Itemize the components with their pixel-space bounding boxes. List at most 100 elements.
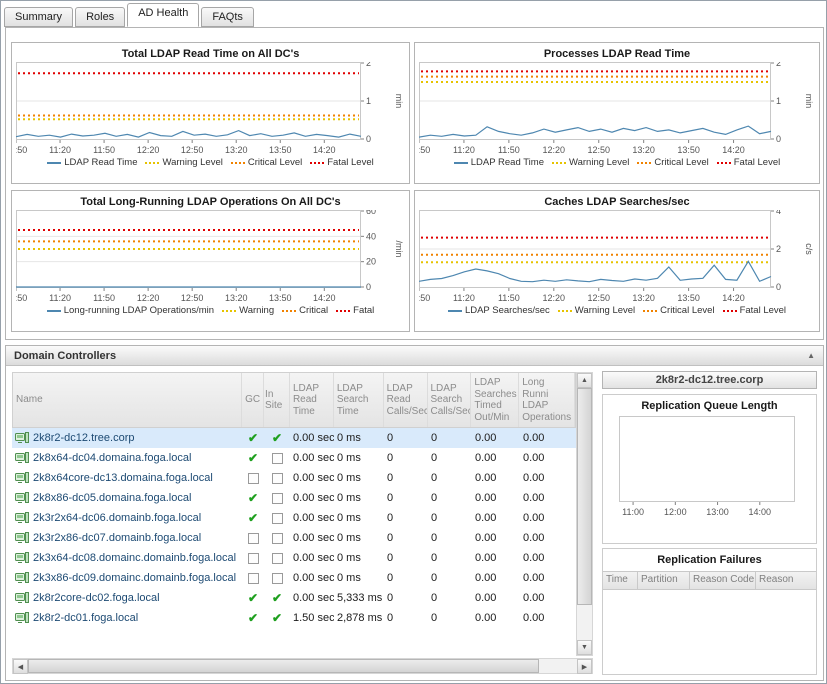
collapse-icon[interactable]: ▲ xyxy=(807,351,815,360)
vertical-scrollbar[interactable]: ▲ ▼ xyxy=(576,372,593,656)
dc-name-cell: 2k3r2x64-dc06.domainb.foga.local xyxy=(12,512,242,524)
table-row[interactable]: 2k3x64-dc08.domainc.domainb.foga.local 0.… xyxy=(12,548,576,568)
scroll-up-button[interactable]: ▲ xyxy=(577,373,592,388)
checked-icon: ✔ xyxy=(247,512,259,524)
series-line-swatch xyxy=(47,161,62,164)
threshold-line-swatch xyxy=(551,161,566,164)
dc-name-cell: 2k8x86-dc05.domaina.foga.local xyxy=(12,492,242,504)
svg-text:11:20: 11:20 xyxy=(49,145,71,155)
horizontal-scrollbar[interactable]: ◀ ▶ xyxy=(12,658,593,674)
column-header[interactable]: LDAP Read Calls/Sec xyxy=(384,373,428,427)
chart-processes-ldap-read-time: Processes LDAP Read Time 0 1 2 min 10:50 11:20… xyxy=(414,42,820,184)
chart-plot: 0 1 2 min 10:50 11:20 11:50 12:20 12:50 13:20 13:5… xyxy=(12,62,409,156)
legend-label: Critical Level xyxy=(654,157,709,168)
server-icon xyxy=(15,492,29,504)
dc-name-cell: 2k8x64core-dc13.domaina.foga.local xyxy=(12,472,242,484)
table-row[interactable]: 2k8x64core-dc13.domaina.foga.local 0.00 s… xyxy=(12,468,576,488)
dc-name: 2k3r2x64-dc06.domainb.foga.local xyxy=(33,512,202,524)
tab-roles[interactable]: Roles xyxy=(75,7,126,27)
value-cell: 0 xyxy=(387,472,394,484)
checked-icon: ✔ xyxy=(247,492,259,504)
dc-name: 2k8r2-dc12.tree.corp xyxy=(33,432,135,444)
scroll-left-button[interactable]: ◀ xyxy=(13,659,28,674)
gc-cell xyxy=(242,572,264,584)
value-cell: 0.00 sec xyxy=(293,552,334,564)
table-row[interactable]: 2k8x64-dc04.domaina.foga.local ✔ 0.00 sec 0… xyxy=(12,448,576,468)
table-row[interactable]: 2k3r2x86-dc07.domainb.foga.local 0.00 sec… xyxy=(12,528,576,548)
svg-text:13:50: 13:50 xyxy=(269,145,292,155)
value-cell: 0.00 xyxy=(475,452,497,464)
vertical-scroll-track[interactable] xyxy=(577,388,592,640)
tab-summary[interactable]: Summary xyxy=(4,7,74,27)
value-cell: 0 xyxy=(431,532,438,544)
chart-plot: 0 20 40 60/min 10:50 11:20 11:50 12:20 12:50 13:2… xyxy=(12,210,409,304)
tab-ad-health[interactable]: AD Health xyxy=(127,3,200,27)
threshold-line-swatch xyxy=(282,309,297,312)
scroll-down-button[interactable]: ▼ xyxy=(577,640,592,655)
server-icon xyxy=(15,572,29,584)
svg-text:14:20: 14:20 xyxy=(722,145,745,155)
chart-plot: 0 2 4 c/s 10:50 11:20 11:50 12:20 12:50 13:20 13:5… xyxy=(415,210,819,304)
svg-text:13:00: 13:00 xyxy=(706,507,729,517)
svg-text:14:00: 14:00 xyxy=(748,507,771,517)
column-header[interactable]: Long Runni LDAP Operations xyxy=(519,373,576,427)
column-header[interactable]: LDAP Search Calls/Sec xyxy=(428,373,472,427)
table-row[interactable]: 2k3r2x64-dc06.domainb.foga.local ✔ 0.00 se… xyxy=(12,508,576,528)
chart-title: Caches LDAP Searches/sec xyxy=(544,196,690,208)
table-row[interactable]: 2k8x86-dc05.domaina.foga.local ✔ 0.00 sec 0… xyxy=(12,488,576,508)
column-header[interactable]: GC xyxy=(242,373,265,427)
scroll-right-button[interactable]: ▶ xyxy=(577,659,592,674)
column-header[interactable]: Reason xyxy=(756,572,816,589)
column-header[interactable]: LDAP Read Time xyxy=(290,373,334,427)
value-cell: 0 ms xyxy=(337,472,361,484)
series-line-swatch xyxy=(453,161,468,164)
column-header[interactable]: Reason Code xyxy=(690,572,756,589)
svg-text:13:20: 13:20 xyxy=(632,145,655,155)
replication-failures-section: Replication Failures Time Partition Reason… xyxy=(602,548,817,675)
column-header[interactable]: Name xyxy=(13,373,243,427)
dc-name: 2k8x64-dc04.domaina.foga.local xyxy=(33,452,192,464)
table-row[interactable]: 2k8r2-dc01.foga.local ✔ ✔ 1.50 sec 2,878 ms 0… xyxy=(12,608,576,628)
checked-icon: ✔ xyxy=(271,432,283,444)
chart-legend: LDAP Read Time Warning Level Critical Leve… xyxy=(415,157,819,168)
svg-text:13:20: 13:20 xyxy=(632,293,655,303)
horizontal-scroll-thumb[interactable] xyxy=(28,659,539,673)
domain-controllers-panel: Domain Controllers ▲ Name GC In Site LDAP R… xyxy=(5,345,824,681)
legend-item: Fatal Level xyxy=(716,157,780,168)
column-header[interactable]: LDAP Search Time xyxy=(334,373,384,427)
value-cell: 0.00 xyxy=(475,492,497,504)
threshold-line-swatch xyxy=(637,161,652,164)
unchecked-checkbox xyxy=(247,472,259,484)
gc-cell: ✔ xyxy=(242,512,264,524)
threshold-line-swatch xyxy=(336,309,351,312)
legend-item: Fatal Level xyxy=(310,157,374,168)
value-cell: 0.00 xyxy=(523,572,545,584)
checked-icon: ✔ xyxy=(247,432,259,444)
svg-text:14:20: 14:20 xyxy=(313,293,336,303)
threshold-line-swatch xyxy=(643,309,658,312)
column-header[interactable]: LDAP Searches Timed Out/Min xyxy=(471,373,520,427)
table-row[interactable]: 2k8r2-dc12.tree.corp ✔ ✔ 0.00 sec 0 ms 0 0 0.00… xyxy=(12,428,576,448)
tab-faqts[interactable]: FAQts xyxy=(201,7,254,27)
column-header[interactable]: Time xyxy=(603,572,638,589)
value-cell: 5,333 ms xyxy=(337,592,383,604)
legend-item: Critical Level xyxy=(637,157,709,168)
table-row[interactable]: 2k3x86-dc09.domainc.domainb.foga.local 0.… xyxy=(12,568,576,588)
vertical-scroll-thumb[interactable] xyxy=(577,388,592,605)
column-header[interactable]: Partition xyxy=(638,572,690,589)
horizontal-scroll-track[interactable] xyxy=(28,659,577,673)
column-header[interactable]: In Site xyxy=(264,373,290,427)
value-cell: 0 xyxy=(387,452,394,464)
value-cell: 0 xyxy=(431,552,438,564)
svg-text:10:50: 10:50 xyxy=(419,293,430,303)
value-cell: 0 ms xyxy=(337,572,361,584)
value-cell: 0.00 xyxy=(475,572,497,584)
value-cell: 0 xyxy=(431,432,438,444)
domain-controllers-header[interactable]: Domain Controllers ▲ xyxy=(6,346,823,366)
chart-legend: Long-running LDAP Operations/min Warning C… xyxy=(12,305,409,316)
threshold-line-swatch xyxy=(222,309,237,312)
table-row[interactable]: 2k8r2core-dc02.foga.local ✔ ✔ 0.00 sec 5,333… xyxy=(12,588,576,608)
legend-label: LDAP Read Time xyxy=(470,157,544,168)
charts-frame: Total LDAP Read Time on All DC's012min10… xyxy=(5,27,824,340)
checked-icon: ✔ xyxy=(271,612,283,624)
